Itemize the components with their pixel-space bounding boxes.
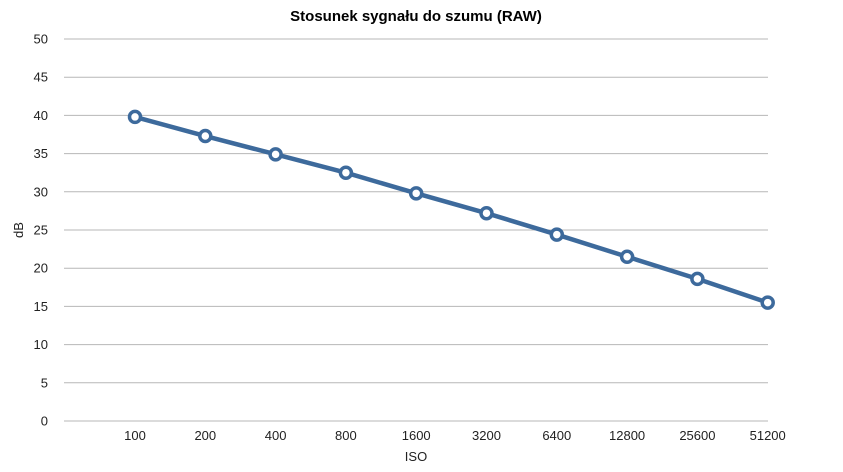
x-tick-label: 1600: [402, 428, 431, 443]
y-tick-label: 5: [41, 375, 48, 390]
data-point: [338, 165, 354, 180]
y-tick-label: 40: [34, 108, 48, 123]
x-tick-label: 6400: [542, 428, 571, 443]
data-point: [549, 227, 565, 242]
x-axis-ticks: 100 200 400 800 1600 3200 6400 12800 25600 51200: [124, 428, 786, 443]
data-point: [408, 186, 424, 201]
data-point: [479, 205, 494, 221]
series-line: [132, 114, 770, 305]
y-tick-label: 20: [34, 261, 48, 276]
y-tick-label: 25: [34, 223, 48, 238]
x-tick-label: 12800: [609, 428, 645, 443]
data-point: [619, 249, 635, 264]
x-tick-label: 800: [335, 428, 357, 443]
y-tick-label: 30: [34, 184, 48, 199]
x-tick-label: 3200: [472, 428, 501, 443]
y-axis-label: dB: [11, 222, 26, 238]
x-tick-label: 51200: [750, 428, 786, 443]
x-tick-label: 25600: [679, 428, 715, 443]
x-axis-label: ISO: [405, 449, 427, 464]
data-point: [760, 295, 775, 310]
data-point: [690, 271, 705, 287]
series-layer: [127, 109, 775, 310]
y-tick-label: 0: [41, 414, 48, 429]
y-tick-label: 10: [34, 337, 48, 352]
gridlines: [64, 38, 768, 422]
data-point: [268, 147, 283, 162]
x-tick-label: 100: [124, 428, 146, 443]
data-point: [198, 128, 213, 144]
y-tick-label: 35: [34, 146, 48, 161]
x-tick-label: 400: [265, 428, 287, 443]
chart-title: Stosunek sygnału do szumu (RAW): [290, 8, 542, 25]
x-tick-label: 200: [194, 428, 216, 443]
y-axis-ticks: 0 5 10 15 20 25 30 35 40 45 50: [34, 32, 48, 429]
y-tick-label: 15: [34, 299, 48, 314]
y-tick-label: 50: [34, 32, 48, 47]
data-point: [127, 109, 143, 125]
y-tick-label: 45: [34, 70, 48, 85]
